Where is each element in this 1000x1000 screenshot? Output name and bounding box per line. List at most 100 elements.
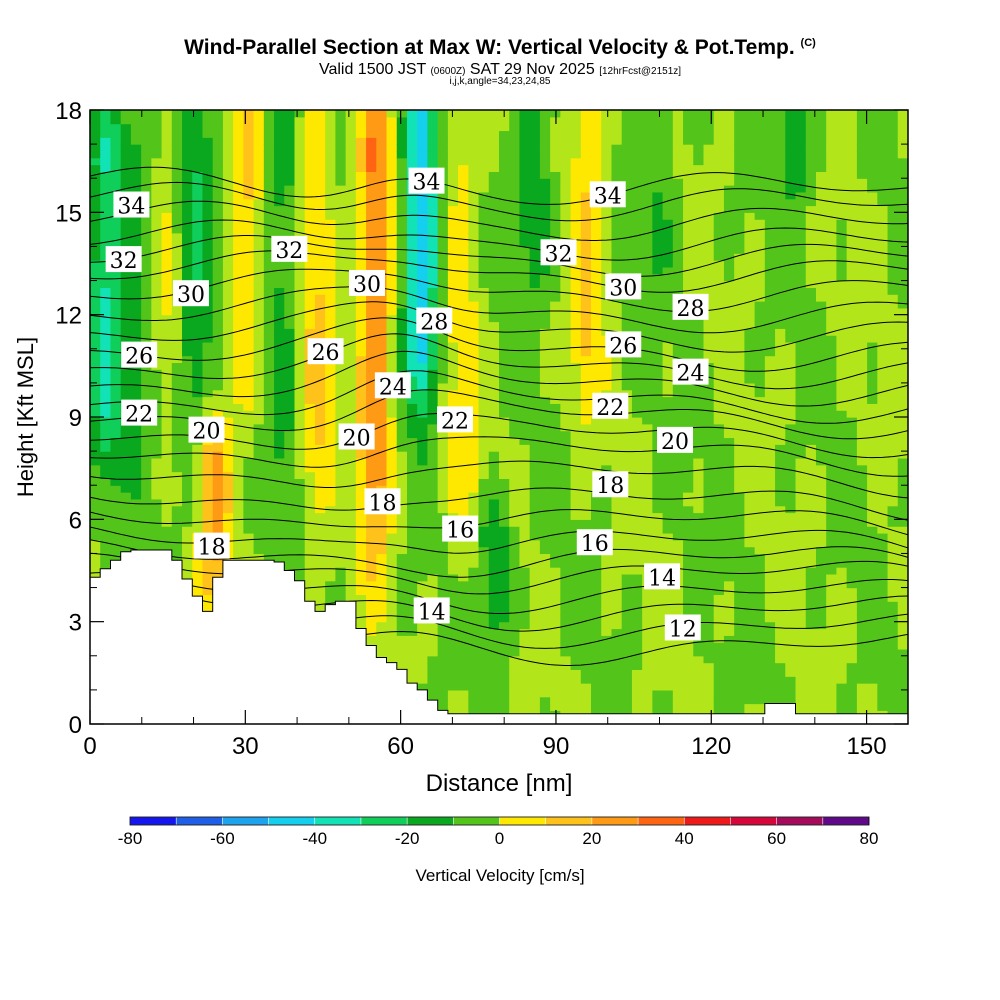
velocity-cell [386,335,398,343]
velocity-cell [468,669,480,677]
velocity-cell [120,512,132,520]
velocity-cell [611,150,623,159]
velocity-cell [335,287,347,295]
velocity-cell [120,539,132,548]
velocity-cell [652,498,664,507]
velocity-cell [314,246,326,254]
velocity-cell [509,198,521,207]
velocity-cell [222,505,234,514]
velocity-cell [642,703,653,711]
velocity-cell [366,389,377,398]
velocity-cell [253,157,265,166]
velocity-cell [642,362,653,370]
velocity-cell [652,703,664,711]
velocity-cell [642,266,653,275]
velocity-cell [284,532,296,541]
velocity-cell [212,157,224,166]
velocity-cell [192,178,204,186]
velocity-cell [631,703,643,711]
velocity-cell [550,232,561,241]
velocity-cell [580,328,592,336]
velocity-cell [253,212,265,220]
velocity-cell [161,382,173,391]
velocity-cell [130,137,142,145]
velocity-cell [478,485,490,493]
velocity-cell [396,110,408,118]
velocity-cell [550,621,561,630]
velocity-cell [151,157,163,166]
velocity-cell [570,321,582,329]
velocity-cell [447,335,459,343]
velocity-cell [110,185,122,193]
velocity-cell [478,423,490,432]
velocity-cell [202,601,214,609]
velocity-cell [120,164,132,172]
velocity-cell [212,451,224,459]
velocity-cell [468,246,480,254]
velocity-cell [243,266,255,275]
velocity-cell [437,485,449,493]
velocity-cell [468,403,480,411]
velocity-cell [202,341,214,350]
velocity-cell [284,307,296,316]
velocity-cell [447,328,459,336]
velocity-cell [274,294,285,302]
velocity-cell [192,123,204,132]
velocity-cell [427,369,439,377]
velocity-cell [468,689,480,698]
velocity-cell [396,594,408,602]
velocity-cell [325,512,336,520]
velocity-cell [447,648,459,657]
velocity-cell [243,437,255,445]
velocity-cell [580,676,592,684]
velocity-cell [560,437,572,445]
velocity-cell [284,464,296,473]
velocity-cell [631,532,643,541]
velocity-cell [580,191,592,200]
velocity-cell [417,635,429,643]
velocity-cell [386,403,398,411]
velocity-cell [263,164,275,172]
velocity-cell [263,519,275,527]
velocity-cell [182,328,193,336]
velocity-cell [253,239,265,248]
velocity-cell [539,587,551,595]
velocity-cell [560,608,572,616]
velocity-cell [345,335,357,343]
velocity-cell [560,498,572,507]
velocity-cell [560,444,572,452]
velocity-cell [243,369,255,377]
velocity-cell [591,696,602,705]
velocity-cell [621,355,633,364]
velocity-cell [611,266,623,275]
velocity-cell [100,417,112,425]
velocity-cell [499,341,510,350]
velocity-cell [345,376,357,384]
velocity-cell [499,382,510,391]
velocity-cell [171,205,183,213]
velocity-cell [222,403,234,411]
velocity-cell [304,451,316,459]
velocity-cell [90,328,101,336]
velocity-cell [580,137,592,145]
velocity-cell [621,444,633,452]
velocity-cell [406,635,418,643]
velocity-cell [90,471,101,479]
velocity-cell [447,492,459,500]
velocity-cell [529,635,541,643]
velocity-cell [458,314,469,323]
velocity-cell [406,539,418,548]
velocity-cell [539,280,551,288]
velocity-cell [386,553,398,561]
velocity-cell [570,655,582,664]
velocity-cell [304,164,316,172]
velocity-cell [151,389,163,398]
velocity-cell [417,382,429,391]
velocity-cell [458,648,469,657]
velocity-cell [550,526,561,534]
velocity-cell [182,253,193,261]
velocity-cell [529,628,541,636]
velocity-cell [539,478,551,486]
velocity-cell [488,157,500,166]
velocity-cell [417,280,429,288]
